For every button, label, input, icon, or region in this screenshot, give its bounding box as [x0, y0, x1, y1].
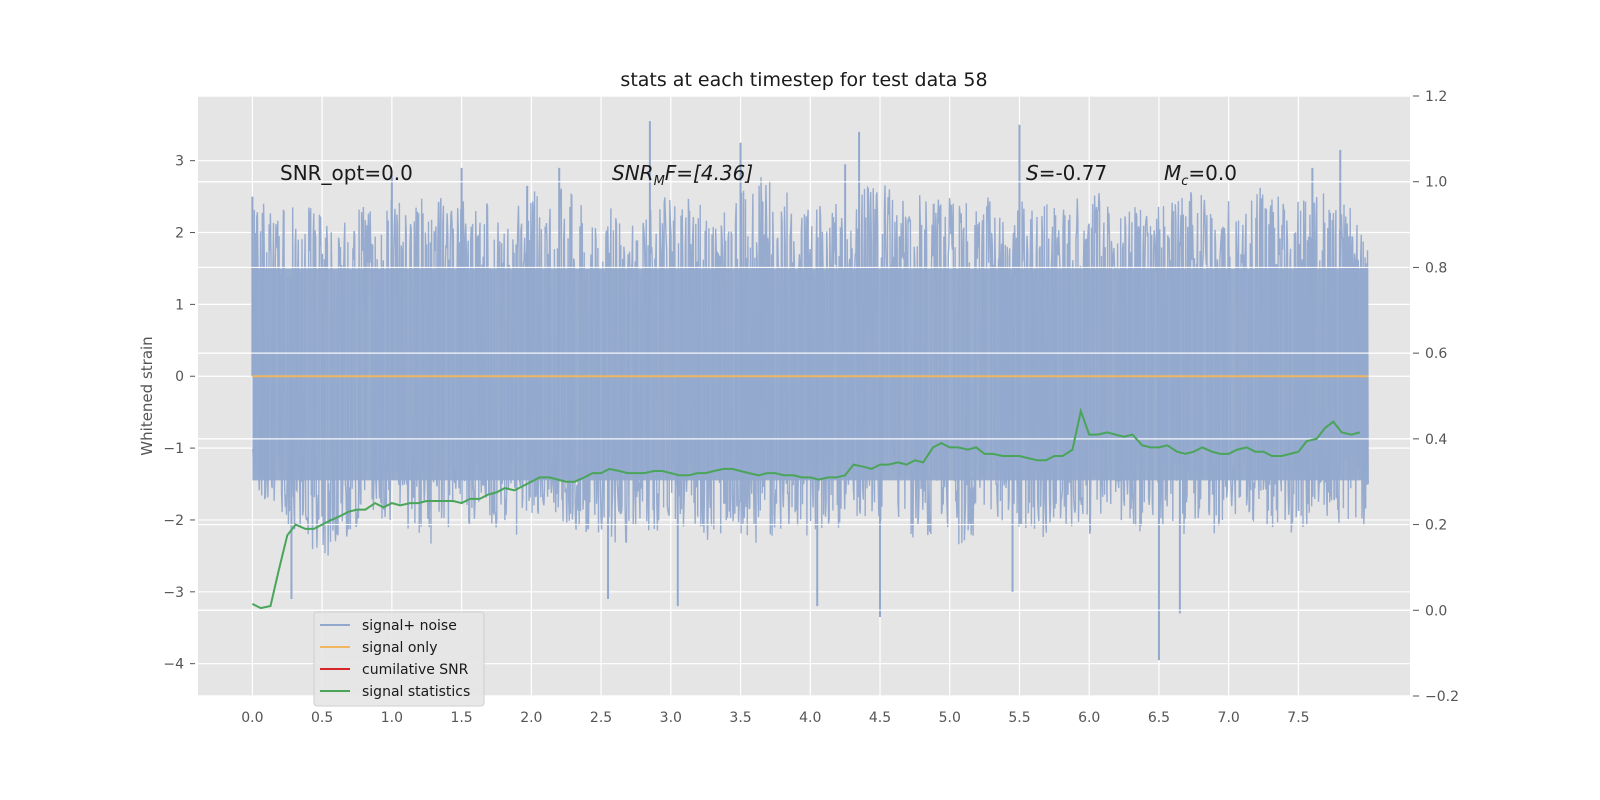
- y-tick-label: 2: [175, 226, 184, 242]
- legend-label-signal-only: signal only: [362, 640, 437, 656]
- x-tick-label: 0.0: [241, 710, 263, 726]
- x-tick-label: 3.5: [729, 710, 751, 726]
- y-tick-label: −4: [163, 657, 184, 673]
- y-tick-label: 3: [175, 154, 184, 170]
- x-tick-label: 6.0: [1078, 710, 1100, 726]
- chart-title: stats at each timestep for test data 58: [620, 69, 987, 91]
- y-axis-left: 3 2 1 0 −1 −2 −3 −4: [163, 154, 195, 673]
- y2-tick-label: 1.2: [1425, 89, 1447, 105]
- x-tick-label: 2.5: [590, 710, 612, 726]
- annotation-snr-mf-sub: M: [654, 174, 665, 189]
- x-tick-label: 5.5: [1008, 710, 1030, 726]
- legend: signal+ noise signal only cumilative SNR…: [313, 611, 485, 707]
- annotation-s: S=-0.77: [1026, 161, 1107, 185]
- annotation-mc-var: M: [1164, 161, 1181, 185]
- annotation-s-val: =-0.77: [1039, 161, 1108, 185]
- x-tick-label: 3.0: [660, 710, 682, 726]
- x-tick-label: 2.0: [520, 710, 542, 726]
- annotation-mc: Mc=0.0: [1164, 161, 1237, 189]
- x-tick-label: 5.0: [939, 710, 961, 726]
- x-tick-label: 1.5: [450, 710, 472, 726]
- legend-box: [313, 611, 485, 707]
- y2-tick-label: 0.6: [1425, 346, 1447, 362]
- legend-label-signal-noise: signal+ noise: [362, 618, 457, 634]
- y-tick-label: −2: [163, 513, 184, 529]
- x-tick-label: 7.0: [1218, 710, 1240, 726]
- signal-noise-series: [198, 95, 1410, 697]
- annotation-s-var: S: [1026, 161, 1039, 185]
- x-tick-label: 6.5: [1148, 710, 1170, 726]
- line-series: [251, 375, 1369, 610]
- y2-tick-label: 0.4: [1425, 432, 1447, 448]
- x-tick-label: 0.5: [311, 710, 333, 726]
- x-tick-label: 4.0: [799, 710, 821, 726]
- y-tick-label: −1: [163, 441, 184, 457]
- annotation-snr-mf: SNRMF=[4.36]: [612, 161, 753, 189]
- x-tick-label: 4.5: [869, 710, 891, 726]
- annotation-snr-opt: SNR_opt=0.0: [280, 161, 413, 185]
- x-tick-label: 1.0: [381, 710, 403, 726]
- x-tick-label: 7.5: [1287, 710, 1309, 726]
- annotation-snr-mf-main: SNR: [612, 161, 654, 185]
- y-axis-right: 1.2 1.0 0.8 0.6 0.4 0.2 0.0 −0.2: [1413, 89, 1459, 705]
- y2-tick-label: 0.2: [1425, 518, 1447, 534]
- y-tick-label: 1: [175, 297, 184, 313]
- y2-tick-label: 1.0: [1425, 175, 1447, 191]
- y-tick-label: −3: [163, 585, 184, 601]
- legend-label-cumulative-snr: cumilative SNR: [362, 662, 469, 678]
- annotation-snr-mf-f: F=[4.36]: [665, 161, 753, 185]
- series-signal-statistics: [251, 407, 1361, 610]
- y2-tick-label: 0.0: [1425, 603, 1447, 619]
- legend-label-signal-statistics: signal statistics: [362, 684, 470, 700]
- series-signal-noise-band: [252, 268, 1369, 481]
- y-axis-label: Whitened strain: [138, 336, 156, 455]
- x-axis: 0.0 0.5 1.0 1.5 2.0 2.5 3.0 3.5 4.0 4.5 5.0 5.5 6.0 6…: [241, 710, 1309, 726]
- y2-tick-label: 0.8: [1425, 260, 1447, 276]
- y2-tick-label: −0.2: [1425, 689, 1459, 705]
- annotation-mc-sub: c: [1181, 174, 1188, 189]
- y-tick-label: 0: [175, 369, 184, 385]
- annotation-mc-val: =0.0: [1188, 161, 1237, 185]
